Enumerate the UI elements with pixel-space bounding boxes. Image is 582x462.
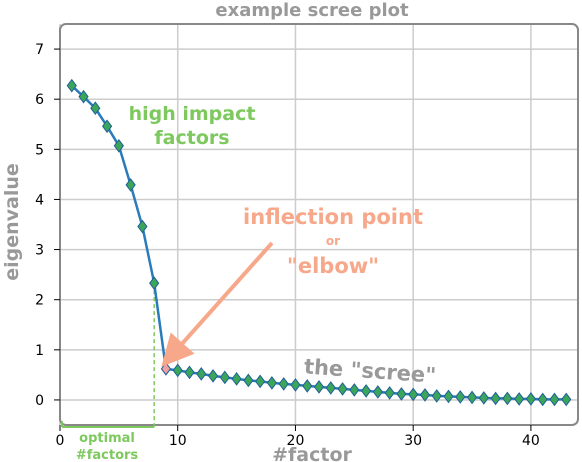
x-tick-label: 40: [522, 433, 540, 449]
high-impact-label-line2: factors: [154, 127, 229, 149]
y-axis-label: eigenvalue: [1, 163, 23, 281]
data-point: [266, 376, 278, 390]
data-point: [431, 389, 442, 403]
data-point: [349, 383, 360, 397]
y-tick-label: 2: [35, 293, 44, 309]
data-point: [561, 392, 572, 407]
data-point: [137, 219, 148, 234]
data-point: [101, 119, 113, 134]
inflection-label-line2: or: [326, 234, 340, 248]
x-axis-label: #factor: [272, 444, 352, 462]
data-point: [478, 391, 489, 405]
data-point: [549, 392, 560, 407]
y-tick-label: 4: [35, 192, 44, 208]
data-point: [325, 381, 336, 395]
data-point: [66, 78, 77, 93]
data-point: [408, 387, 419, 402]
data-point: [125, 178, 136, 192]
data-point: [290, 378, 301, 392]
data-point: [384, 386, 395, 400]
data-point: [302, 379, 313, 393]
inflection-label-line3: "elbow": [287, 254, 379, 278]
data-point: [313, 380, 325, 394]
data-point: [207, 369, 219, 383]
y-tick-label: 0: [35, 393, 44, 409]
data-point: [490, 391, 501, 406]
optimal-label-line2: #factors: [76, 448, 139, 462]
data-point: [113, 138, 124, 153]
x-tick-label: 30: [404, 433, 422, 449]
data-point: [243, 373, 254, 388]
data-point: [255, 374, 266, 389]
data-point: [184, 365, 195, 380]
chart-title: example scree plot: [215, 0, 409, 21]
series-line-group: [70, 84, 567, 401]
y-tick-label: 1: [35, 343, 44, 359]
data-point: [502, 391, 513, 406]
data-point: [149, 276, 160, 290]
data-point: [278, 377, 289, 391]
data-point: [78, 89, 89, 104]
x-tick-label: 10: [169, 433, 187, 449]
optimal-label-line1: optimal: [79, 431, 135, 446]
plot-frame: [59, 23, 579, 426]
elbow-point: [160, 362, 172, 376]
y-tick-label: 3: [35, 243, 44, 259]
data-point: [231, 372, 242, 386]
inflection-arrow: [161, 241, 274, 367]
x-tick-label: 20: [287, 433, 305, 449]
series-line: [70, 84, 567, 401]
data-point: [372, 385, 383, 399]
data-point: [90, 101, 101, 116]
data-point: [196, 367, 207, 381]
x-ticks: 0 10 20 30 40: [56, 425, 540, 449]
y-tick-label: 6: [35, 92, 44, 108]
data-point: [466, 390, 478, 405]
data-point: [396, 387, 407, 401]
grid-lines: [59, 24, 578, 425]
data-point: [525, 392, 537, 406]
data-point: [443, 389, 454, 404]
y-tick-label: 5: [35, 142, 44, 158]
optimal-factors-bracket: [61, 283, 155, 428]
series-markers-group: [66, 78, 572, 407]
high-impact-label-line1: high impact: [129, 103, 256, 125]
y-ticks: 0 1 2 3 4 5 6 7: [35, 42, 60, 409]
data-point: [219, 370, 230, 385]
scree-label: the "scree": [303, 354, 437, 387]
data-point: [455, 390, 466, 404]
data-point: [360, 384, 372, 398]
inflection-label-line1: inflection point: [243, 205, 423, 229]
data-point: [419, 388, 431, 402]
y-tick-label: 7: [35, 42, 44, 58]
data-point: [537, 392, 548, 407]
x-tick-label: 0: [56, 433, 65, 449]
data-point: [172, 363, 183, 378]
data-point: [337, 382, 348, 396]
data-point: [514, 392, 525, 406]
